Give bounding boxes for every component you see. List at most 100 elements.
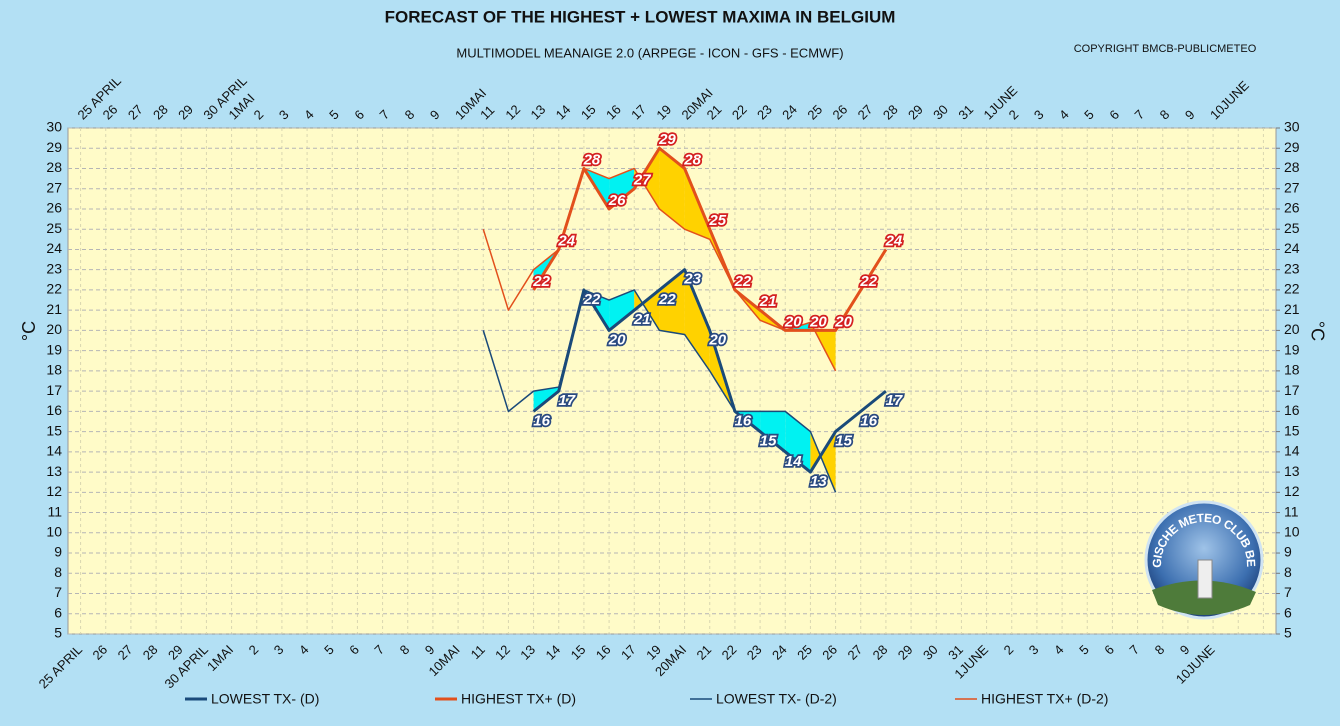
data-label: 22: [583, 291, 601, 308]
y2-tick-label: 11: [1284, 503, 1299, 519]
y2-tick-label: 19: [1284, 341, 1300, 357]
y-tick-label: 21: [46, 301, 62, 317]
y2-tick-label: 21: [1284, 301, 1300, 317]
data-label: 20: [784, 313, 802, 330]
data-label: 17: [558, 392, 575, 409]
data-label: 28: [683, 151, 701, 168]
y2-tick-label: 27: [1284, 179, 1300, 195]
difference-fill: [659, 148, 685, 230]
data-label: 28: [583, 151, 601, 168]
difference-fill: [760, 411, 786, 452]
data-label: 20: [608, 331, 626, 348]
series-line: [532, 146, 888, 332]
data-label: 20: [809, 313, 827, 330]
y2-tick-label: 7: [1284, 584, 1292, 600]
y-tick-label: 28: [46, 159, 62, 175]
y2-tick-label: 30: [1284, 119, 1300, 135]
y-tick-label: 19: [46, 341, 62, 357]
y-tick-label: 11: [47, 503, 62, 519]
y2-tick-label: 29: [1284, 139, 1300, 155]
y2-tick-label: 22: [1284, 281, 1300, 297]
y2-tick-label: 9: [1284, 544, 1292, 560]
chart-title: FORECAST OF THE HIGHEST + LOWEST MAXIMA …: [385, 7, 896, 26]
data-label: 15: [760, 433, 777, 450]
y-tick-label: 22: [46, 281, 62, 297]
data-label: 13: [810, 473, 827, 490]
legend-label: HIGHEST TX+ (D): [461, 691, 576, 707]
legend-label: HIGHEST TX+ (D-2): [981, 691, 1108, 707]
data-label: 26: [608, 192, 626, 209]
difference-fill: [684, 269, 710, 371]
y-tick-label: 20: [46, 321, 62, 337]
y-tick-label: 13: [46, 463, 62, 479]
data-label: 22: [734, 273, 752, 290]
y2-tick-label: 20: [1284, 321, 1300, 337]
data-label: 16: [735, 412, 752, 429]
y2-tick-label: 28: [1284, 159, 1300, 175]
y-tick-label: 17: [46, 382, 62, 398]
y2-tick-label: 23: [1284, 260, 1300, 276]
y2-tick-label: 17: [1284, 382, 1300, 398]
data-label: 16: [533, 412, 550, 429]
logo-shelter: [1197, 559, 1213, 599]
y-tick-label: 12: [46, 483, 62, 499]
y2-tick-label: 12: [1284, 483, 1300, 499]
y-tick-label: 29: [46, 139, 62, 155]
data-label: 22: [658, 291, 676, 308]
data-label: 20: [834, 313, 852, 330]
difference-fill: [634, 148, 660, 209]
y-tick-label: 15: [46, 422, 62, 438]
difference-fill: [609, 168, 635, 209]
data-label: 14: [785, 453, 802, 470]
y-tick-label: 24: [46, 240, 62, 256]
series-line: [482, 167, 837, 372]
y-tick-label: 30: [46, 119, 62, 135]
difference-fill: [810, 431, 836, 493]
data-label: 21: [759, 293, 777, 310]
data-label: 29: [658, 131, 676, 148]
y2-tick-label: 25: [1284, 220, 1300, 236]
y-axis-label: °C: [19, 321, 39, 341]
data-label: 20: [708, 331, 726, 348]
difference-fill: [609, 289, 635, 331]
y-tick-label: 27: [46, 179, 62, 195]
y-tick-label: 6: [54, 604, 62, 620]
y-tick-label: 25: [46, 220, 62, 236]
y2-tick-label: 8: [1284, 564, 1292, 580]
y-tick-label: 8: [54, 564, 62, 580]
y2-tick-label: 6: [1284, 604, 1292, 620]
y-tick-label: 14: [46, 443, 62, 459]
data-label: 22: [532, 273, 550, 290]
series-line: [482, 289, 837, 493]
data-label: 16: [860, 412, 877, 429]
y2-tick-label: 24: [1284, 240, 1300, 256]
y-tick-label: 23: [46, 260, 62, 276]
data-label: 21: [633, 311, 651, 328]
y-tick-label: 9: [54, 544, 62, 560]
y2-tick-label: 10: [1284, 524, 1300, 540]
data-label: 22: [859, 273, 877, 290]
data-label: 24: [557, 232, 575, 249]
copyright: COPYRIGHT BMCB-PUBLICMETEO: [1074, 43, 1257, 55]
y2-axis-label: °C: [1307, 321, 1327, 341]
y-tick-label: 5: [54, 625, 62, 641]
data-label: 17: [886, 392, 903, 409]
y-tick-label: 10: [46, 524, 62, 540]
y-tick-label: 18: [46, 362, 62, 378]
chart-subtitle: MULTIMODEL MEANAIGE 2.0 (ARPEGE - ICON -…: [456, 45, 843, 60]
data-label: 23: [683, 271, 701, 288]
data-label: 25: [708, 212, 726, 229]
data-label: 24: [885, 232, 903, 249]
data-label: 27: [633, 172, 651, 189]
series-line: [532, 268, 887, 474]
legend-label: LOWEST TX- (D): [211, 691, 319, 707]
y2-tick-label: 16: [1284, 402, 1300, 418]
y-tick-label: 16: [46, 402, 62, 418]
y2-tick-label: 13: [1284, 463, 1300, 479]
data-label: 15: [835, 433, 852, 450]
y-tick-label: 7: [54, 584, 62, 600]
y2-tick-label: 5: [1284, 625, 1292, 641]
y2-tick-label: 18: [1284, 362, 1300, 378]
